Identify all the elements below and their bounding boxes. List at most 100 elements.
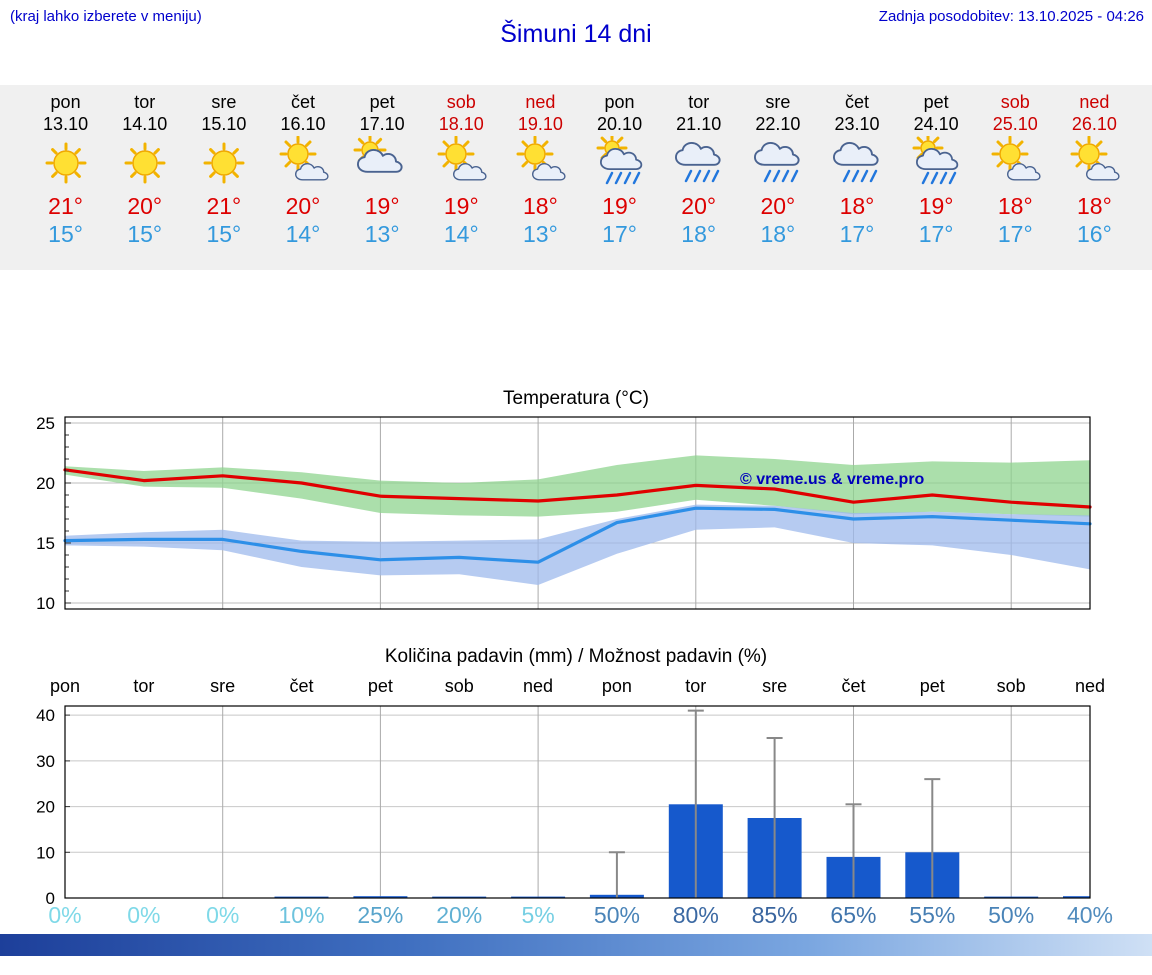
precip-ytick-label: 10 (36, 843, 55, 862)
day-high-temp: 19° (918, 193, 954, 219)
weather-icon-sunny (45, 142, 87, 184)
watermark-link[interactable]: © vreme.us & vreme.pro (740, 471, 925, 488)
day-low-temp: 17° (997, 221, 1033, 247)
precip-day-label: čet (841, 676, 866, 696)
forecast-day-column: ned 19.10 18° 13° (501, 85, 580, 270)
forecast-day-column: tor 21.10 20° 18° (659, 85, 738, 270)
forecast-day-column: ned 26.10 18° 16° (1055, 85, 1134, 270)
day-name: čet (844, 92, 869, 112)
day-icon (192, 136, 256, 190)
day-high-temp: 20° (285, 193, 321, 219)
precip-probabilities-row: 0% 0% 0% 10% 25% 20% 5% 50% 80% 85% 65% 55% 50% 40% (0, 902, 1152, 930)
day-low-temp: 14° (285, 221, 321, 247)
day-high-temp: 18° (1077, 193, 1112, 219)
precip-probability: 65% (830, 902, 877, 928)
weather-icon-sunny (203, 142, 245, 184)
weather-icon-mostly-sunny (437, 135, 487, 181)
weather-icon-mostly-sunny (279, 135, 329, 181)
forecast-day-column: tor 14.10 20° 15° (105, 85, 184, 270)
forecast-strip: pon 13.10 21° 15° tor 14.10 20° 15° sre 15.10 21° 1… (0, 85, 1152, 270)
forecast-day-column: pet 24.10 19° 17° (897, 85, 976, 270)
day-icon (34, 136, 98, 190)
precip-probability: 10% (278, 902, 325, 928)
precip-day-label: pet (367, 676, 393, 696)
day-date: 21.10 (676, 114, 722, 134)
day-icon (429, 135, 493, 190)
line-max-temperature (63, 468, 1092, 509)
precip-day-label: sob (444, 676, 474, 696)
day-name: pet (369, 92, 395, 112)
precip-day-label: pet (919, 676, 945, 696)
forecast-day-column: pon 20.10 19° 17° (580, 85, 659, 270)
day-date: 18.10 (438, 114, 484, 134)
day-icon (904, 132, 968, 190)
precip-bar (432, 896, 487, 898)
day-low-temp: 17° (839, 221, 875, 247)
day-name: sob (446, 92, 476, 112)
day-date: 15.10 (201, 114, 247, 134)
day-high-temp: 18° (523, 193, 558, 219)
day-date: 20.10 (597, 114, 643, 134)
day-icon (667, 136, 731, 190)
day-high-temp: 20° (760, 193, 796, 219)
precip-probability: 20% (436, 902, 483, 928)
precip-probability: 55% (909, 902, 956, 928)
day-date: 19.10 (517, 114, 563, 134)
temp-ytick-label: 15 (36, 534, 55, 553)
day-icon (588, 132, 652, 190)
day-high-temp: 21° (48, 193, 83, 219)
temp-ytick-label: 20 (36, 474, 55, 493)
weather-icon-rain (674, 142, 721, 183)
day-name: pon (604, 92, 635, 112)
day-name: čet (290, 92, 315, 112)
day-low-temp: 15° (48, 221, 83, 247)
day-low-temp: 17° (918, 221, 954, 247)
day-icon (825, 136, 889, 190)
precip-probability: 25% (357, 902, 404, 928)
precip-day-label: sre (762, 676, 788, 696)
precip-day-label: sob (996, 676, 1026, 696)
day-date: 14.10 (122, 114, 168, 134)
day-name: tor (134, 92, 156, 112)
precip-probability: 0% (206, 902, 240, 928)
precip-bar (1063, 896, 1090, 898)
day-date: 23.10 (834, 114, 880, 134)
weather-icon-mostly-sunny (516, 135, 567, 181)
precip-bar (511, 896, 566, 898)
temp-ytick-label: 25 (36, 414, 55, 433)
precip-ytick-label: 0 (46, 889, 55, 907)
precip-day-label: ned (1074, 676, 1106, 696)
precipitation-chart-title: Količina padavin (mm) / Možnost padavin … (384, 646, 768, 667)
precip-ytick-label: 20 (36, 798, 55, 817)
day-low-temp: 14° (443, 221, 479, 247)
day-name: sre (765, 92, 791, 112)
day-icon (746, 136, 810, 190)
weather-icon-mostly-sunny (991, 135, 1041, 181)
day-low-temp: 13° (523, 221, 558, 247)
day-date: 24.10 (913, 114, 959, 134)
precip-ytick-label: 40 (36, 706, 55, 725)
day-icon (350, 133, 414, 190)
day-name: tor (688, 92, 710, 112)
precip-probability: 85% (751, 902, 798, 928)
day-name: ned (525, 92, 556, 112)
precip-probability: 50% (593, 902, 640, 928)
day-low-temp: 15° (127, 221, 163, 247)
precip-probability: 80% (672, 902, 719, 928)
day-name: sob (1000, 92, 1030, 112)
forecast-day-column: sre 22.10 20° 18° (738, 85, 817, 270)
band-max-range (65, 455, 1090, 517)
precip-day-label: pon (601, 676, 632, 696)
day-low-temp: 18° (760, 221, 796, 247)
precip-probability: 40% (1066, 902, 1114, 928)
day-date: 13.10 (43, 114, 89, 134)
day-date: 26.10 (1071, 114, 1117, 134)
forecast-day-column: pon 13.10 21° 15° (26, 85, 105, 270)
day-low-temp: 15° (206, 221, 242, 247)
precipitation-chart: 0 10 20 30 40 (36, 705, 1091, 907)
precip-day-label: tor (685, 676, 707, 696)
precip-day-label: čet (289, 676, 314, 696)
precip-probability: 50% (988, 902, 1035, 928)
day-high-temp: 18° (997, 193, 1033, 219)
precip-ytick-label: 30 (36, 752, 55, 771)
